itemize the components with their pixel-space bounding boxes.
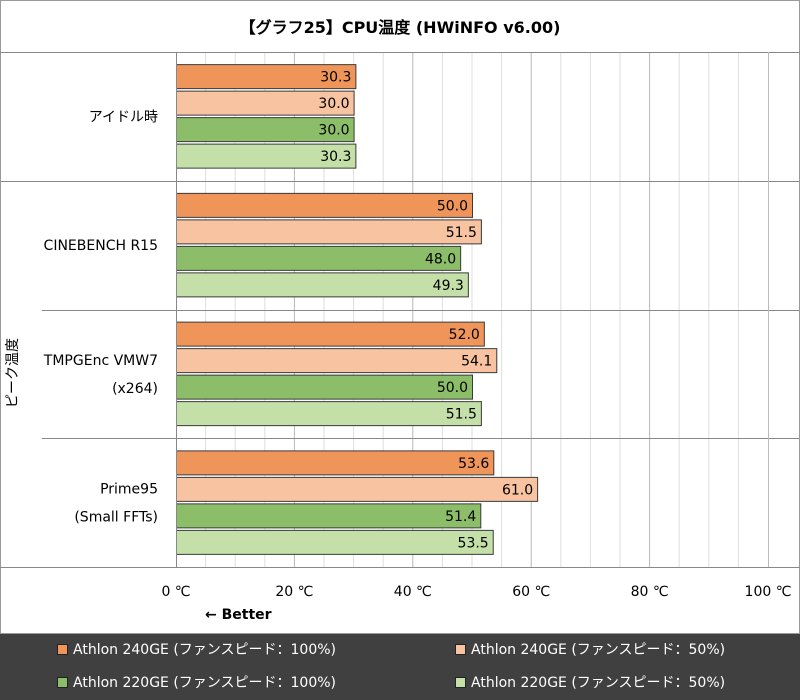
legend-swatch	[455, 643, 466, 655]
data-label: 50.0	[437, 198, 468, 214]
y-axis-label: ピーク温度	[5, 338, 21, 408]
x-tick-label: 40 ℃	[394, 584, 432, 600]
data-label: 61.0	[502, 482, 533, 498]
data-label: 30.0	[318, 96, 349, 112]
bar	[176, 321, 485, 347]
legend-item: Athlon 240GE (ファンスピード：50%)	[455, 639, 725, 659]
x-tick-labels: 0 ℃ 20 ℃ 40 ℃ 60 ℃ 80 ℃ 100 ℃	[161, 584, 791, 600]
x-tick-label: 20 ℃	[275, 584, 313, 600]
bar	[176, 219, 482, 245]
data-label: 49.3	[433, 278, 464, 294]
legend-item: Athlon 220GE (ファンスピード：50%)	[455, 672, 725, 692]
bar	[176, 348, 498, 374]
bar	[176, 143, 357, 169]
legend-label: Athlon 240GE (ファンスピード：50%)	[471, 642, 726, 658]
bar	[176, 503, 482, 529]
chart-title: 【グラフ25】CPU温度 (HWiNFO v6.00)	[240, 18, 561, 37]
data-label: 30.0	[318, 123, 349, 139]
legend-swatch	[455, 676, 466, 688]
data-label: 50.0	[437, 380, 468, 396]
category-labels: アイドル時 CINEBENCH R15 TMPGEnc VMW7 (x264) Prim…	[43, 109, 158, 525]
category-label: (x264)	[112, 381, 158, 397]
bar	[176, 245, 462, 271]
bar	[176, 90, 355, 116]
legend-label: Athlon 220GE (ファンスピード：50%)	[471, 675, 726, 691]
data-label: 53.5	[458, 535, 489, 551]
legend-item: Athlon 220GE (ファンスピード：100%)	[57, 672, 336, 692]
better-annotation: ← Better	[205, 607, 272, 623]
legend-label: Athlon 220GE (ファンスピード：100%)	[73, 675, 337, 691]
legend-swatch	[57, 643, 68, 655]
bar	[176, 374, 473, 400]
data-label: 51.5	[446, 225, 477, 241]
category-label: アイドル時	[89, 109, 158, 125]
bar-chart: 【グラフ25】CPU温度 (HWiNFO v6.00) 30.3 30.0 30.0…	[0, 0, 800, 634]
data-label: 30.3	[320, 70, 351, 86]
data-label: 51.4	[445, 509, 476, 525]
data-label: 52.0	[449, 327, 480, 343]
legend-swatch	[57, 676, 68, 688]
bar	[176, 529, 494, 555]
x-tick-label: 0 ℃	[161, 584, 190, 600]
category-label: Prime95	[100, 482, 158, 498]
bar	[176, 450, 495, 476]
data-label: 54.1	[461, 354, 492, 370]
bar	[176, 192, 473, 218]
category-label: CINEBENCH R15	[44, 238, 158, 254]
category-separators	[0, 181, 800, 439]
category-label: (Small FFTs)	[74, 510, 158, 526]
bar	[176, 401, 482, 427]
data-label: 48.0	[425, 251, 456, 267]
data-label: 53.6	[458, 456, 489, 472]
bars	[176, 64, 539, 555]
data-label: 51.5	[446, 407, 477, 423]
legend-item: Athlon 240GE (ファンスピード：100%)	[57, 639, 336, 659]
data-labels: 30.3 30.0 30.0 30.3 50.0 51.5 48.0 49.3 52.0 54.1…	[318, 70, 533, 552]
x-tick-label: 60 ℃	[512, 584, 550, 600]
x-tick-label: 100 ℃	[745, 584, 792, 600]
bar	[176, 64, 357, 90]
legend: Athlon 240GE (ファンスピード：100%) Athlon 240GE …	[0, 634, 800, 700]
bar	[176, 117, 355, 143]
bar	[176, 272, 469, 298]
legend-label: Athlon 240GE (ファンスピード：100%)	[73, 642, 337, 658]
bar	[176, 476, 539, 502]
category-label: TMPGEnc VMW7	[43, 353, 158, 369]
x-tick-label: 80 ℃	[631, 584, 669, 600]
data-label: 30.3	[320, 149, 351, 165]
